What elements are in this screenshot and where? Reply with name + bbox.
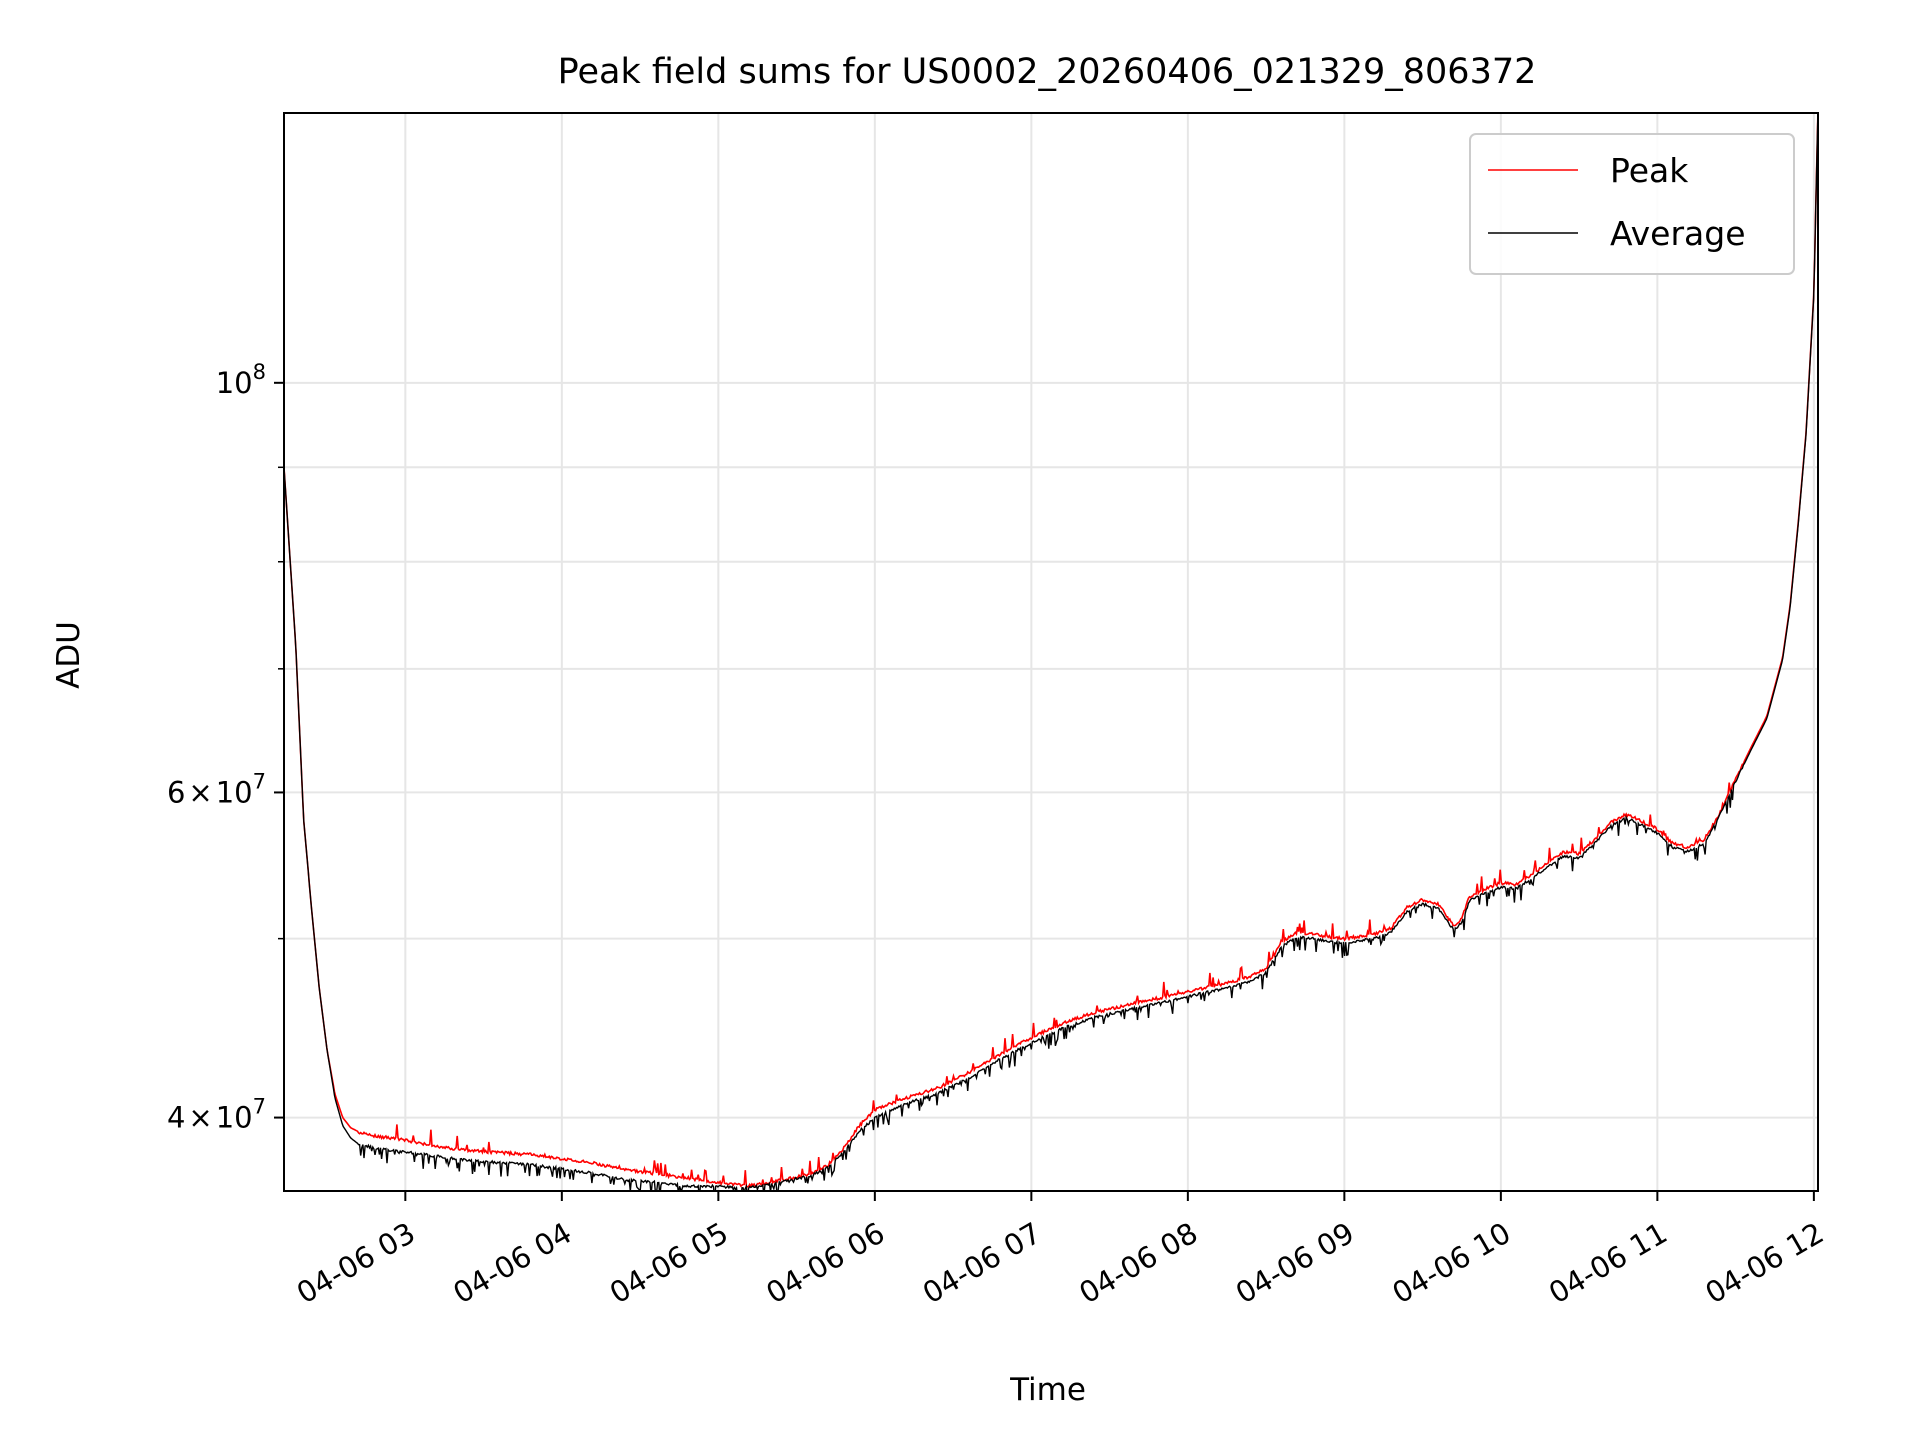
legend-label-average: Average [1610,214,1746,253]
series-line-average [284,113,1818,1191]
y-axis-label: ADU [51,621,87,689]
series-line-peak [284,113,1818,1189]
series-layer [284,113,1818,1191]
y-tick-label: 6 × 107 [167,769,266,809]
plot-frame [283,112,1819,1192]
x-axis-label: Time [1009,1372,1086,1408]
chart-title: Peak field sums for US0002_20260406_0213… [558,52,1537,92]
legend: Peak Average [1469,133,1795,275]
legend-label-peak: Peak [1610,151,1689,190]
grid [284,113,1818,1191]
y-tick-label: 108 [216,360,266,400]
legend-box [1469,133,1795,275]
y-tick-label: 4 × 107 [167,1095,266,1135]
